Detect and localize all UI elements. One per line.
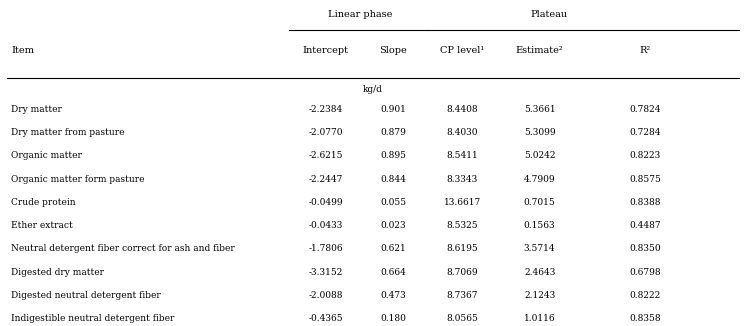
- Text: Dry matter: Dry matter: [11, 105, 62, 113]
- Text: -0.0499: -0.0499: [308, 198, 343, 207]
- Text: 0.8223: 0.8223: [630, 151, 661, 160]
- Text: 0.844: 0.844: [380, 174, 407, 184]
- Text: Plateau: Plateau: [530, 10, 568, 19]
- Text: 0.8388: 0.8388: [629, 198, 661, 207]
- Text: 0.621: 0.621: [380, 244, 407, 254]
- Text: 0.1563: 0.1563: [524, 221, 556, 230]
- Text: 0.8350: 0.8350: [629, 244, 661, 254]
- Text: 0.023: 0.023: [380, 221, 407, 230]
- Text: -2.2384: -2.2384: [308, 105, 342, 113]
- Text: 0.879: 0.879: [380, 128, 407, 137]
- Text: 5.3099: 5.3099: [524, 128, 556, 137]
- Text: kg/d: kg/d: [363, 85, 383, 94]
- Text: 8.4030: 8.4030: [446, 128, 478, 137]
- Text: Organic matter form pasture: Organic matter form pasture: [11, 174, 145, 184]
- Text: Crude protein: Crude protein: [11, 198, 76, 207]
- Text: 13.6617: 13.6617: [444, 198, 481, 207]
- Text: 0.8575: 0.8575: [629, 174, 661, 184]
- Text: 0.8222: 0.8222: [630, 291, 661, 300]
- Text: -2.6215: -2.6215: [308, 151, 342, 160]
- Text: Linear phase: Linear phase: [327, 10, 392, 19]
- Text: Dry matter from pasture: Dry matter from pasture: [11, 128, 125, 137]
- Text: Slope: Slope: [380, 46, 407, 55]
- Text: 4.7909: 4.7909: [524, 174, 556, 184]
- Text: 2.1243: 2.1243: [524, 291, 555, 300]
- Text: -0.4365: -0.4365: [308, 315, 343, 323]
- Text: -2.0770: -2.0770: [308, 128, 342, 137]
- Text: 0.7824: 0.7824: [629, 105, 661, 113]
- Text: 8.6195: 8.6195: [446, 244, 478, 254]
- Text: 0.7015: 0.7015: [524, 198, 556, 207]
- Text: 0.7284: 0.7284: [629, 128, 661, 137]
- Text: Digested neutral detergent fiber: Digested neutral detergent fiber: [11, 291, 161, 300]
- Text: 8.3343: 8.3343: [447, 174, 478, 184]
- Text: Digested dry matter: Digested dry matter: [11, 268, 104, 277]
- Text: 0.180: 0.180: [380, 315, 407, 323]
- Text: Estimate²: Estimate²: [516, 46, 563, 55]
- Text: 0.4487: 0.4487: [629, 221, 661, 230]
- Text: Intercept: Intercept: [302, 46, 348, 55]
- Text: 0.8358: 0.8358: [629, 315, 661, 323]
- Text: Ether extract: Ether extract: [11, 221, 73, 230]
- Text: Organic matter: Organic matter: [11, 151, 82, 160]
- Text: 8.0565: 8.0565: [446, 315, 478, 323]
- Text: 0.895: 0.895: [380, 151, 407, 160]
- Text: 3.5714: 3.5714: [524, 244, 556, 254]
- Text: 0.664: 0.664: [380, 268, 407, 277]
- Text: -3.3152: -3.3152: [308, 268, 342, 277]
- Text: 5.0242: 5.0242: [524, 151, 556, 160]
- Text: -0.0433: -0.0433: [308, 221, 342, 230]
- Text: 8.7069: 8.7069: [446, 268, 478, 277]
- Text: Neutral detergent fiber correct for ash and fiber: Neutral detergent fiber correct for ash …: [11, 244, 235, 254]
- Text: 1.0116: 1.0116: [524, 315, 556, 323]
- Text: 0.6798: 0.6798: [629, 268, 661, 277]
- Text: 0.473: 0.473: [380, 291, 407, 300]
- Text: 8.5411: 8.5411: [446, 151, 478, 160]
- Text: Indigestible neutral detergent fiber: Indigestible neutral detergent fiber: [11, 315, 175, 323]
- Text: CP level¹: CP level¹: [440, 46, 484, 55]
- Text: 2.4643: 2.4643: [524, 268, 555, 277]
- Text: Item: Item: [11, 46, 34, 55]
- Text: 8.7367: 8.7367: [446, 291, 478, 300]
- Text: -1.7806: -1.7806: [308, 244, 343, 254]
- Text: -2.0088: -2.0088: [308, 291, 342, 300]
- Text: 0.055: 0.055: [380, 198, 407, 207]
- Text: 5.3661: 5.3661: [524, 105, 556, 113]
- Text: 8.4408: 8.4408: [446, 105, 478, 113]
- Text: 8.5325: 8.5325: [446, 221, 478, 230]
- Text: -2.2447: -2.2447: [308, 174, 342, 184]
- Text: 0.901: 0.901: [380, 105, 407, 113]
- Text: R²: R²: [639, 46, 651, 55]
